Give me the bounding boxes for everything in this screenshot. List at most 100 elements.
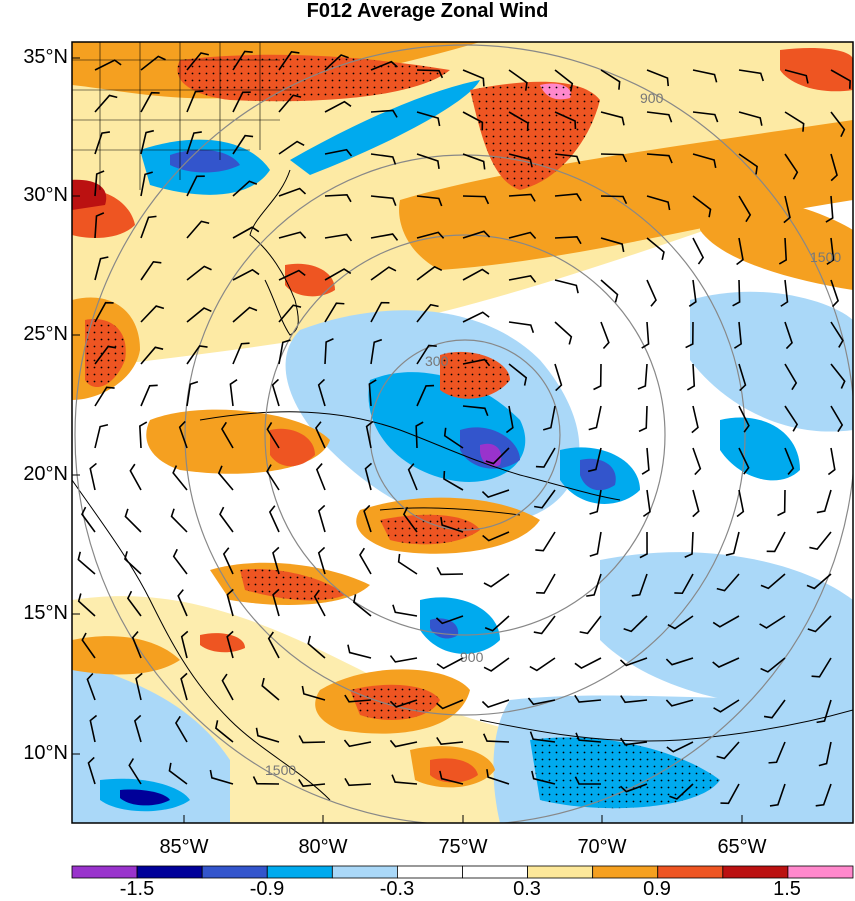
wind-barb xyxy=(272,546,280,575)
lon-label-85w: 85°W xyxy=(159,836,209,858)
wind-barb xyxy=(778,237,788,265)
wind-barb xyxy=(646,69,670,87)
wind-barb xyxy=(784,405,799,432)
wind-barb xyxy=(94,301,114,323)
wind-barb xyxy=(738,69,764,82)
wind-barb xyxy=(784,69,809,84)
wind-barb xyxy=(278,304,302,323)
colorbar-swatch-8 xyxy=(592,865,659,879)
wind-barb xyxy=(324,148,353,157)
wind-barb xyxy=(140,215,157,239)
coastlines xyxy=(72,169,853,801)
wind-barb xyxy=(266,464,280,491)
wind-barb xyxy=(826,237,835,265)
wind-barb xyxy=(436,657,464,670)
wind-barb xyxy=(738,111,763,126)
wind-barb xyxy=(443,427,464,449)
colorbar-label-1: -0.9 xyxy=(249,878,285,900)
wind-barb xyxy=(534,489,556,509)
wind-barb xyxy=(738,405,750,433)
wind-barb xyxy=(692,111,719,123)
wind-barb xyxy=(315,421,326,449)
wind-barb xyxy=(586,573,602,597)
wind-barb xyxy=(180,672,188,701)
wind-barb xyxy=(806,573,832,590)
wind-barb xyxy=(324,54,349,71)
wind-barb xyxy=(222,547,234,575)
wind-barb xyxy=(370,60,398,71)
wind-barb xyxy=(298,779,326,788)
wind-barb xyxy=(462,69,485,87)
wind-barb xyxy=(313,589,326,617)
wind-barb xyxy=(830,363,846,389)
wind-barb xyxy=(324,233,353,242)
wind-barb xyxy=(712,615,740,628)
wind-barb xyxy=(324,338,334,365)
wind-barb xyxy=(370,266,397,281)
wind-barb xyxy=(462,111,484,131)
wind-barb xyxy=(574,657,602,669)
wind-barb xyxy=(642,489,651,518)
wind-barb xyxy=(646,195,671,211)
wind-barb xyxy=(646,111,673,123)
wind-barb xyxy=(370,153,397,165)
wind-barb xyxy=(692,69,718,83)
wind-barb xyxy=(94,386,115,407)
wind-barb xyxy=(365,420,374,449)
wind-barb xyxy=(267,631,280,659)
colorbar-swatch-0 xyxy=(71,865,138,879)
wind-barb xyxy=(529,657,556,672)
wind-barb xyxy=(462,268,490,281)
wind-barb xyxy=(140,305,165,323)
wind-barb xyxy=(574,694,602,703)
wind-barb xyxy=(315,463,326,491)
wind-barb xyxy=(347,644,372,659)
wind-barb xyxy=(94,170,105,197)
wind-barb xyxy=(126,590,142,617)
wind-barb xyxy=(535,531,556,552)
wind-barb xyxy=(370,301,390,323)
wind-barb xyxy=(301,685,326,701)
lat-label-15n: 15°N xyxy=(23,602,68,624)
colorbar-swatch-11 xyxy=(787,865,854,879)
wind-barb xyxy=(600,69,621,90)
wind-barb xyxy=(317,378,326,407)
wind-barb xyxy=(685,321,694,349)
wind-barb xyxy=(261,677,280,701)
wind-barb xyxy=(784,321,793,350)
wind-barb xyxy=(389,699,418,708)
wind-barb xyxy=(554,363,563,392)
wind-barb xyxy=(646,279,657,307)
wind-barb xyxy=(712,657,740,668)
wind-barb xyxy=(177,589,188,617)
wind-barb xyxy=(370,109,398,118)
wind-barb xyxy=(232,268,260,281)
wind-barb xyxy=(435,615,464,625)
wind-barb xyxy=(94,256,109,281)
wind-barb xyxy=(529,731,556,743)
wind-barb xyxy=(94,212,105,239)
wind-barb xyxy=(825,195,834,223)
wind-barb xyxy=(462,153,486,170)
wind-barb xyxy=(232,342,250,365)
wind-barb xyxy=(344,777,372,787)
wind-barb xyxy=(554,193,582,202)
wind-barb xyxy=(226,588,234,617)
wind-barb xyxy=(436,567,464,576)
wind-barb xyxy=(720,783,740,805)
wind-barb xyxy=(505,405,514,434)
wind-barb xyxy=(807,615,832,633)
wind-barb xyxy=(554,111,577,130)
wind-barb xyxy=(232,50,253,71)
colorbar-label-0: -1.5 xyxy=(119,878,155,900)
wind-barb xyxy=(768,741,786,764)
wind-barb xyxy=(738,153,758,175)
wind-barb xyxy=(278,187,307,197)
wind-barb xyxy=(278,51,300,71)
wind-barb xyxy=(732,279,741,307)
wind-barb xyxy=(215,720,234,743)
wind-barb xyxy=(830,405,844,433)
wind-barb xyxy=(620,695,648,704)
wind-barb xyxy=(186,131,202,155)
